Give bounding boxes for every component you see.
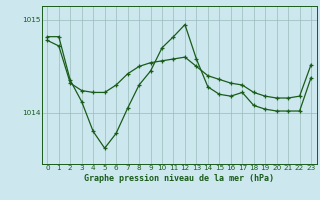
X-axis label: Graphe pression niveau de la mer (hPa): Graphe pression niveau de la mer (hPa) <box>84 174 274 183</box>
